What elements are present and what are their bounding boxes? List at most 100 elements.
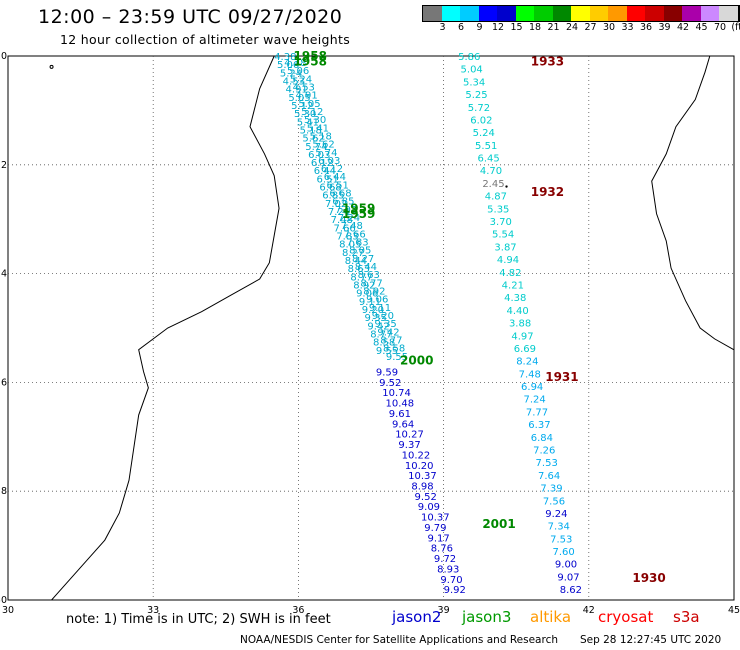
jason3-swh-label: 7.48 [341, 221, 363, 232]
color-swatch [515, 6, 534, 21]
jason3-swh-label: 8.77 [360, 278, 382, 289]
jason3-swh-label: 7.66 [333, 223, 355, 234]
cryosat-swh-label: 4.38 [504, 293, 526, 304]
color-legend-label: (ft) [731, 22, 740, 33]
cryosat-swh-label: 9.24 [545, 509, 567, 520]
jason2-swh-label: 9.72 [434, 554, 456, 565]
lat-tick-label: -20 [0, 51, 7, 62]
jason2-swh-label: 10.20 [405, 461, 434, 472]
jason3-swh-label: 5.62 [302, 134, 324, 145]
jason3-swh-label: 4.38 [284, 58, 306, 69]
jason3-swh-label: 7.83 [346, 238, 368, 249]
jason3-swh-label: 9.35 [375, 319, 397, 330]
jason3-swh-label: 5.05 [288, 93, 310, 104]
cryosat-swh-label: 7.53 [550, 534, 572, 545]
color-legend-label: 24 [565, 22, 579, 33]
color-legend-label: 45 [695, 22, 708, 33]
jason3-swh-label: 5.18 [310, 131, 332, 142]
color-legend-label: 3 [439, 22, 446, 33]
lon-tick-label: 42 [583, 605, 595, 616]
cryosat-swh-label: 4.40 [507, 306, 529, 317]
jason3-swh-label: 8.27 [342, 248, 364, 259]
jason3-swh-label: 8.44 [355, 262, 377, 273]
pass-time-label: 1959 [342, 207, 375, 221]
color-legend-label: 36 [639, 22, 653, 33]
lon-tick-label: 33 [147, 605, 159, 616]
jason2-swh-label: 8.93 [437, 564, 459, 575]
jason3-swh-label: 6.68 [319, 183, 341, 194]
cryosat-swh-label: 5.72 [468, 103, 490, 114]
color-swatch [682, 6, 701, 21]
jason3-swh-label: 5.30 [294, 109, 316, 120]
color-swatch [423, 6, 442, 21]
pass-time-label: 1959 [342, 201, 375, 215]
jason2-swh-label: 9.09 [418, 502, 440, 513]
satellite-s3a: s3a [673, 608, 700, 626]
jason3-swh-label: 7.24 [328, 207, 350, 218]
jason3-swh-label: 5.74 [305, 142, 327, 153]
cryosat-swh-label: 4.82 [499, 268, 521, 279]
cryosat-swh-label: 6.69 [514, 344, 536, 355]
cryosat-swh-label: 3.87 [494, 242, 516, 253]
jason3-swh-label: 9.11 [369, 303, 391, 314]
lat-tick-label: -28 [0, 486, 7, 497]
jason3-swh-label: 8.63 [348, 264, 370, 275]
jason3-swh-label: 6.12 [311, 158, 333, 169]
color-swatch [700, 6, 719, 21]
cryosat-swh-label: 2.45 [482, 179, 504, 190]
jason2-swh-label: 9.59 [376, 368, 398, 379]
satellite-cryosat: cryosat [598, 608, 654, 626]
cryosat-swh-label: 6.94 [521, 382, 543, 393]
jason3-swh-label: 5.24 [280, 68, 302, 79]
color-swatch [478, 6, 497, 21]
cryosat-swh-label: 6.84 [531, 433, 553, 444]
island-marker [505, 185, 508, 188]
cryosat-swh-label: 5.04 [461, 65, 483, 76]
cryosat-swh-label: 5.51 [475, 141, 497, 152]
jason2-swh-label: 9.92 [444, 585, 466, 596]
jason2-swh-label: 8.76 [431, 544, 453, 555]
color-swatch [719, 6, 738, 21]
jason3-swh-label: 8.92 [363, 286, 385, 297]
cryosat-swh-label: 7.24 [523, 395, 545, 406]
cryosat-swh-label: 5.25 [465, 90, 487, 101]
jason3-swh-label: 8.05 [339, 240, 361, 251]
jason3-swh-label: 5.12 [291, 101, 313, 112]
jason3-swh-label: 7.83 [336, 232, 358, 243]
color-swatch [552, 6, 571, 21]
color-swatch [737, 6, 740, 21]
jason3-swh-label: 9.55 [376, 346, 398, 357]
jason2-swh-label: 9.61 [389, 409, 411, 420]
pass-time-label: 2000 [400, 354, 433, 368]
cryosat-swh-label: 6.45 [477, 154, 499, 165]
credit-text: NOAA/NESDIS Center for Satellite Applica… [240, 634, 558, 646]
generated-timestamp: Sep 28 12:27:45 UTC 2020 [580, 634, 722, 646]
cryosat-swh-label: 7.39 [540, 484, 562, 495]
color-legend-label: 15 [510, 22, 523, 33]
jason3-swh-label: 9.35 [365, 313, 387, 324]
cryosat-swh-label: 7.60 [553, 547, 575, 558]
jason3-swh-label: 6.44 [324, 172, 346, 183]
cryosat-swh-label: 3.88 [509, 319, 531, 330]
pass-time-label: 1958 [294, 49, 327, 63]
pass-time-label: 1932 [531, 185, 564, 199]
cryosat-swh-label: 4.94 [497, 255, 519, 266]
cryosat-swh-label: 8.24 [516, 357, 538, 368]
jason2-swh-label: 9.52 [379, 378, 401, 389]
jason2-swh-label: 9.64 [392, 419, 414, 430]
color-legend-label: 27 [584, 22, 597, 33]
jason3-swh-label: 5.05 [298, 99, 320, 110]
jason2-swh-label: 8.98 [411, 482, 433, 493]
jason3-swh-label: 8.05 [349, 246, 371, 257]
jason3-swh-label: 5.06 [277, 60, 299, 71]
satellite-jason3: jason3 [462, 608, 512, 626]
cryosat-swh-label: 5.34 [463, 77, 485, 88]
jason3-swh-label: 9.42 [377, 327, 399, 338]
jason3-swh-label: 9.20 [372, 311, 394, 322]
color-swatch [663, 6, 682, 21]
cryosat-swh-label: 7.53 [536, 458, 558, 469]
jason3-swh-label: 6.51 [327, 180, 349, 191]
jason3-swh-label: 8.77 [380, 335, 402, 346]
